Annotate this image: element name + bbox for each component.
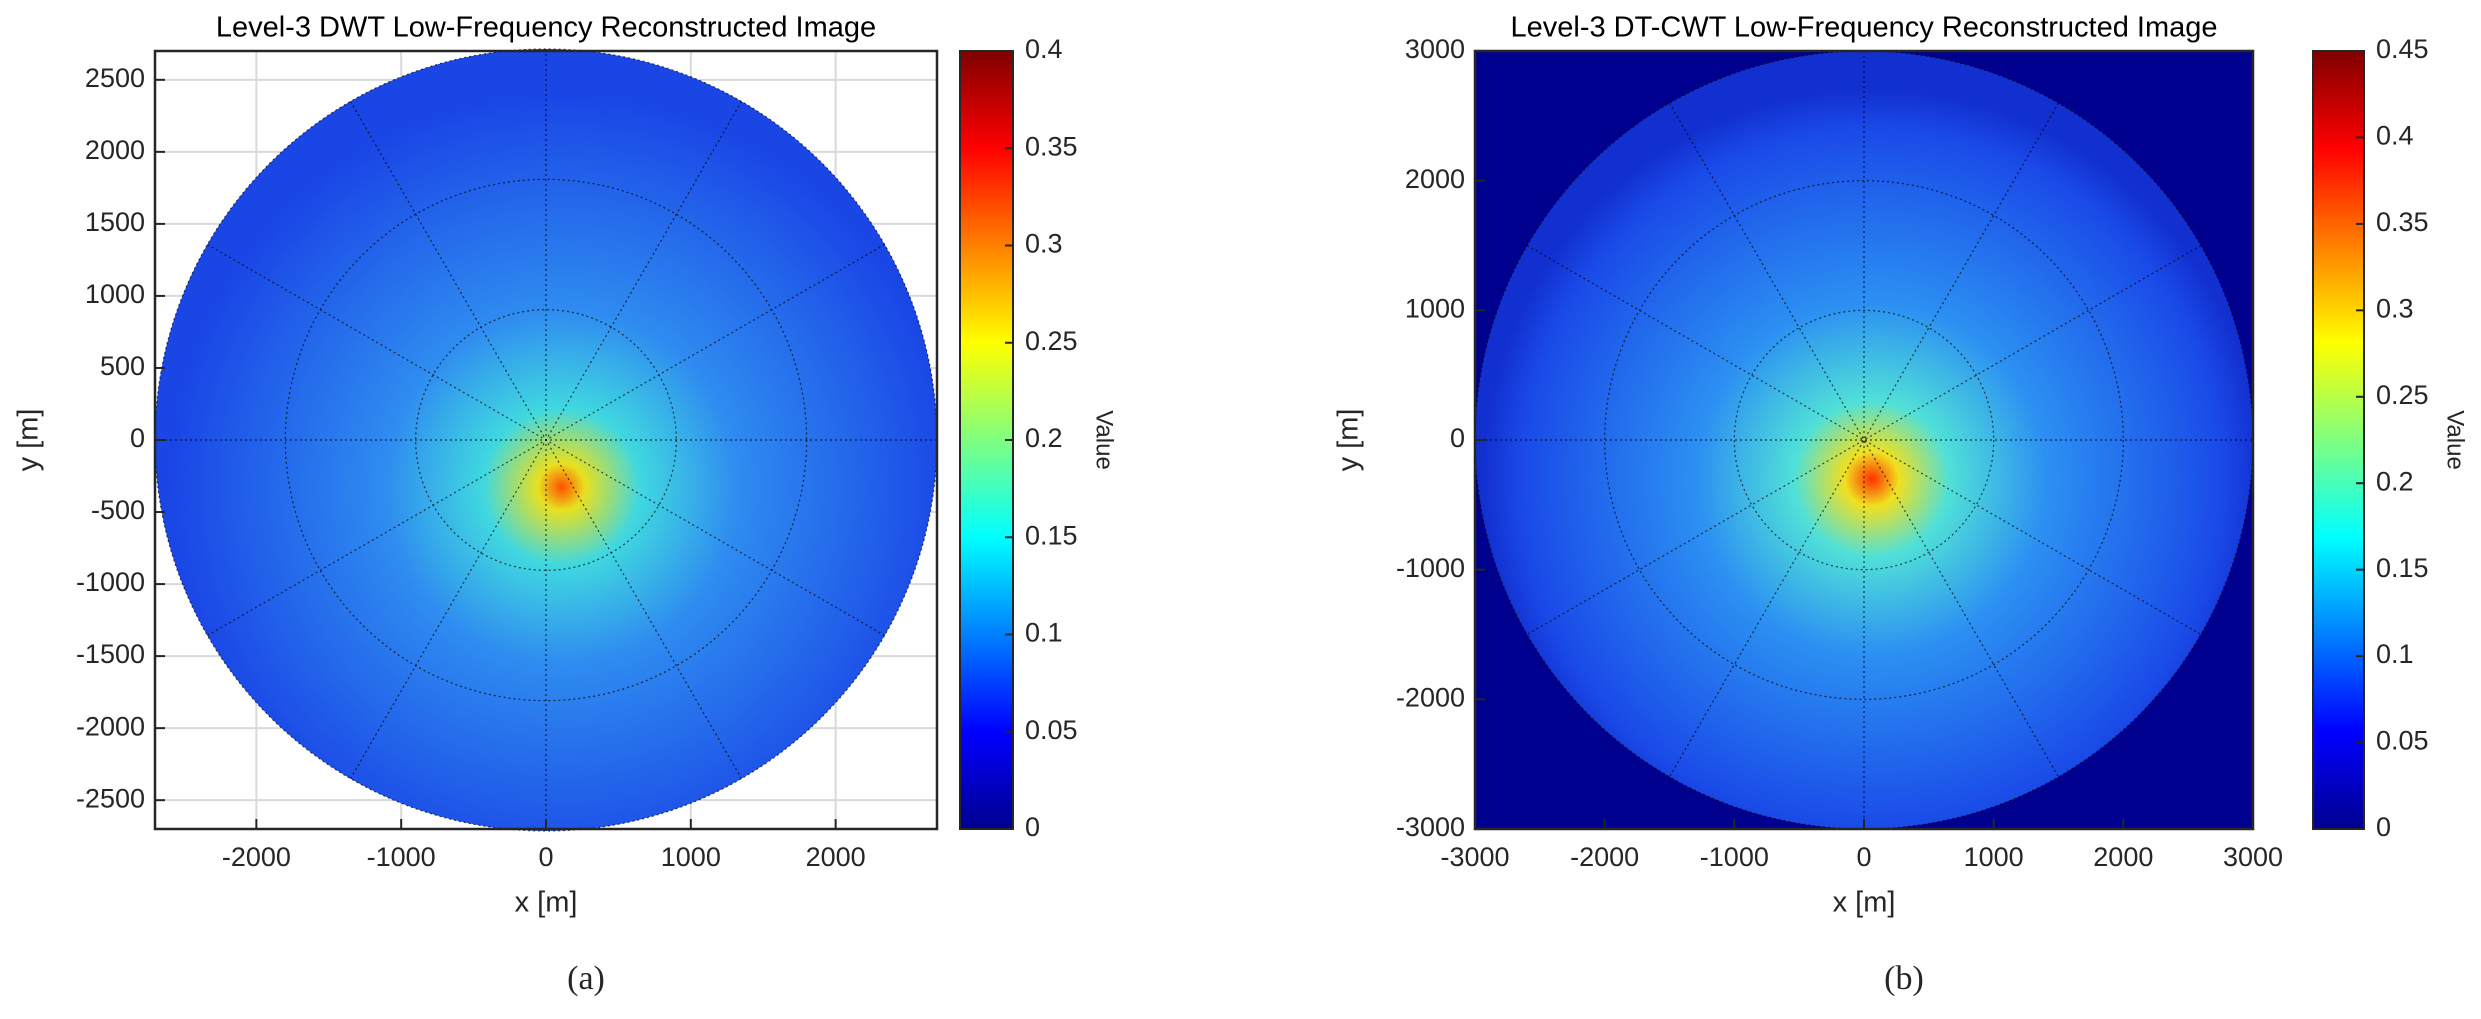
colorbar-tick-label: 0.35	[2376, 207, 2429, 237]
x-tick-label: 1000	[661, 842, 721, 872]
x-tick-label: -1000	[367, 842, 436, 872]
colorbar-tick-label: 0.2	[1025, 423, 1063, 453]
y-tick-label: 1500	[85, 207, 145, 237]
colorbar-tick-label: 0.05	[2376, 726, 2429, 756]
colorbar-label: Value	[1091, 410, 1118, 470]
colorbar-tick-label: 0.2	[2376, 466, 2414, 496]
caption: (a)	[567, 960, 605, 997]
x-tick-label: 1000	[1964, 842, 2024, 872]
x-tick-label: 0	[538, 842, 553, 872]
chart-title: Level-3 DT-CWT Low-Frequency Reconstruct…	[1510, 12, 2217, 44]
range-ring	[1733, 309, 1995, 571]
x-tick-label: 2000	[2093, 842, 2153, 872]
colorbar-tick-label: 0.3	[2376, 293, 2414, 323]
plot-area	[153, 48, 939, 832]
y-tick-label: 0	[1450, 423, 1465, 453]
y-tick-label: 2000	[85, 135, 145, 165]
colorbar-tick-label: 0.4	[1025, 34, 1063, 64]
colorbar	[959, 50, 1014, 830]
y-tick-label: 1000	[1405, 293, 1465, 323]
y-tick-label: -3000	[1396, 812, 1465, 842]
y-tick-label: -1000	[76, 567, 145, 597]
y-tick-label: -2000	[1396, 682, 1465, 712]
x-tick-label: 2000	[806, 842, 866, 872]
y-tick-label: 3000	[1405, 34, 1465, 64]
colorbar-tick-label: 0	[1025, 812, 1040, 842]
y-tick-label: -2500	[76, 783, 145, 813]
x-tick-label: 0	[1856, 842, 1871, 872]
x-tick-label: -2000	[222, 842, 291, 872]
colorbar-tick-label: 0.1	[2376, 639, 2414, 669]
x-tick-label: -3000	[1440, 842, 1509, 872]
y-axis-label: y [m]	[13, 409, 45, 472]
colorbar-tick-label: 0.3	[1025, 229, 1063, 259]
y-tick-label: 500	[100, 351, 145, 381]
colorbar-tick-label: 0.45	[2376, 34, 2429, 64]
heatmap-image	[1475, 51, 2253, 829]
range-ring	[1604, 180, 2124, 700]
caption: (b)	[1884, 960, 1924, 997]
x-tick-label: -2000	[1570, 842, 1639, 872]
colorbar-tick-label: 0.25	[2376, 380, 2429, 410]
colorbar-tick-label: 0.15	[2376, 553, 2429, 583]
colorbar-tick-label: 0.35	[1025, 131, 1078, 161]
y-tick-label: 1000	[85, 279, 145, 309]
colorbar-tick-label: 0	[2376, 812, 2391, 842]
colorbar-tick-label: 0.4	[2376, 121, 2414, 151]
y-tick-label: -2000	[76, 711, 145, 741]
y-tick-label: 2000	[1405, 164, 1465, 194]
colorbar-tick-label: 0.1	[1025, 618, 1063, 648]
y-tick-label: -1500	[76, 639, 145, 669]
y-tick-label: 0	[130, 423, 145, 453]
x-tick-label: 3000	[2223, 842, 2283, 872]
colorbar-tick-label: 0.25	[1025, 326, 1078, 356]
colorbar-label: Value	[2442, 410, 2469, 470]
plot-area	[1473, 49, 2255, 831]
colorbar-tick-label: 0.15	[1025, 520, 1078, 550]
x-axis-label: x [m]	[515, 887, 578, 919]
colorbar	[2312, 50, 2365, 830]
y-axis-label: y [m]	[1333, 409, 1365, 472]
x-tick-label: -1000	[1700, 842, 1769, 872]
y-tick-label: -1000	[1396, 553, 1465, 583]
y-tick-label: -500	[91, 495, 145, 525]
x-axis-label: x [m]	[1833, 887, 1896, 919]
colorbar-tick-label: 0.05	[1025, 715, 1078, 745]
y-tick-label: 2500	[85, 63, 145, 93]
azimuth-line	[207, 243, 885, 637]
chart-title: Level-3 DWT Low-Frequency Reconstructed …	[216, 12, 876, 44]
